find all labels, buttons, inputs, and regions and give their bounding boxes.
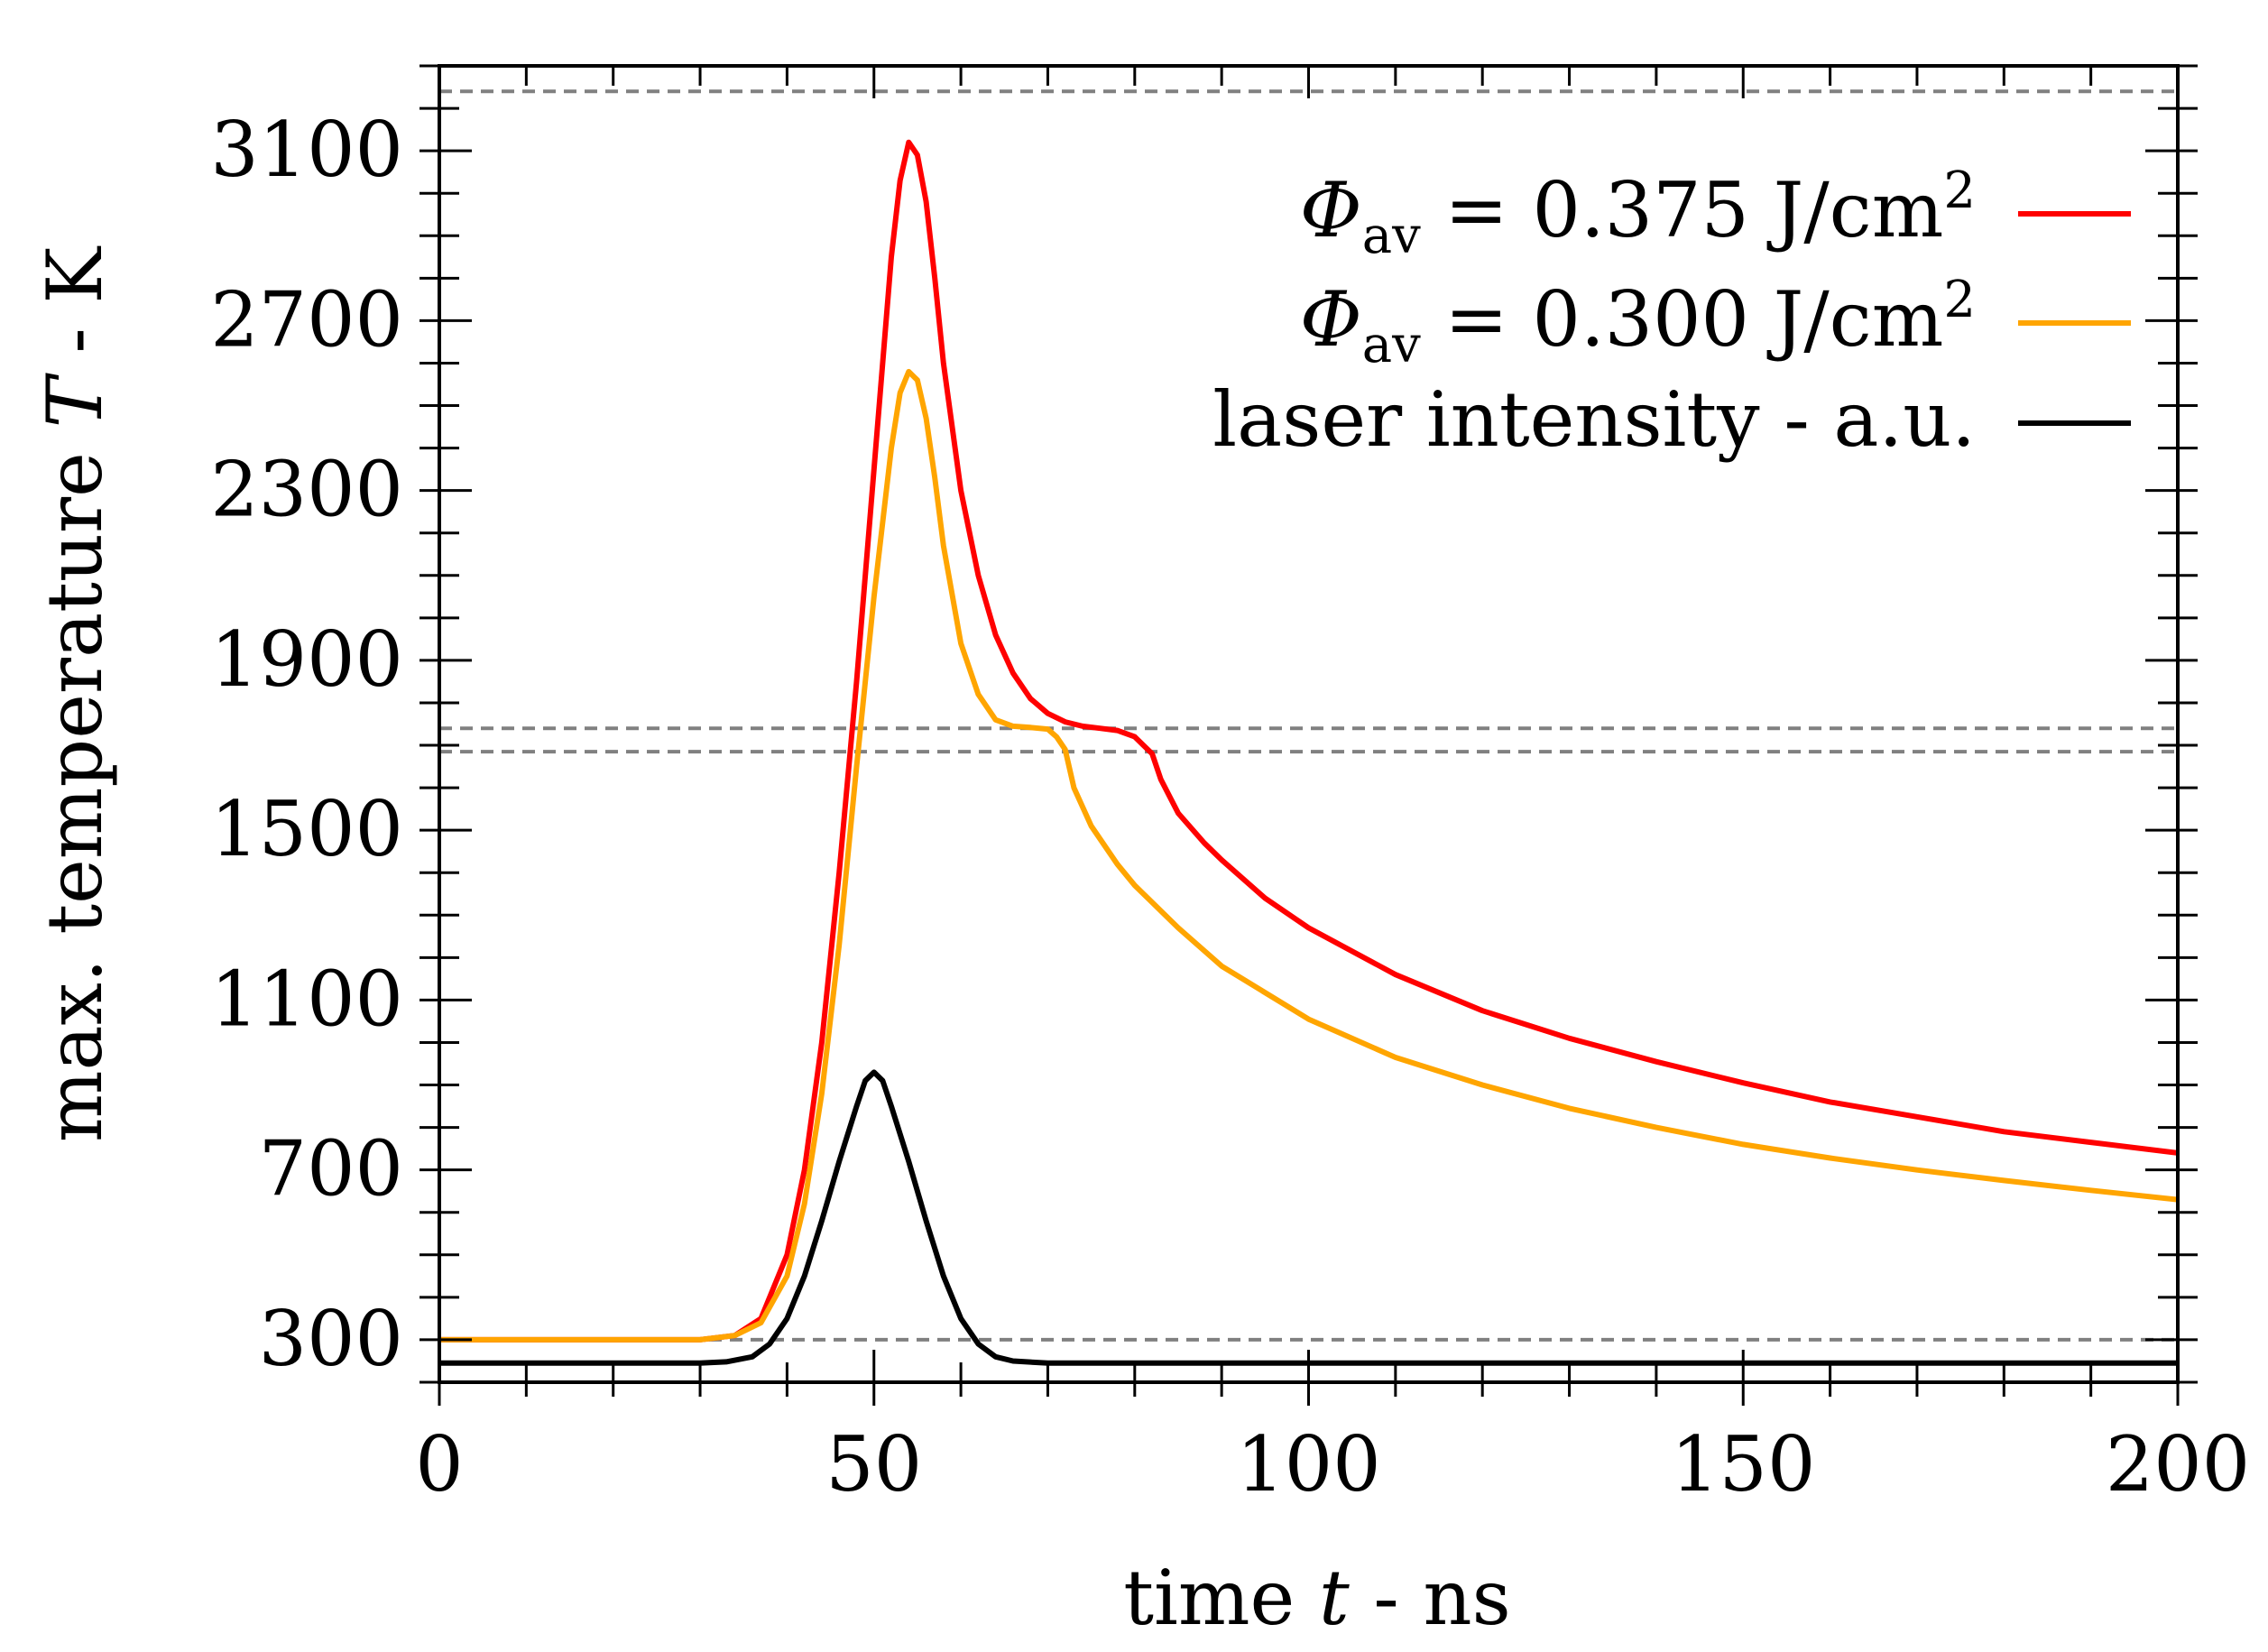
y-tick-label: 1500 xyxy=(210,785,403,873)
axes-frame-layer xyxy=(438,64,2180,1384)
plot-frame xyxy=(438,64,2180,1384)
x-tick-label: 0 xyxy=(415,1420,463,1509)
y-tick-label: 1900 xyxy=(210,615,403,704)
series-layer xyxy=(439,139,2179,1366)
y-tick-label: 3100 xyxy=(210,106,403,194)
x-axis-label: time t - ns xyxy=(1123,1554,1510,1642)
y-tick-label: 2700 xyxy=(210,275,403,364)
ticks-layer: 0 50 100 150 200 300 700 1100 1500 1900 2300 2700 31… xyxy=(210,64,2250,1509)
legend-label: laser intensity - a.u. xyxy=(1212,375,1976,464)
y-axis-label: max. temperature T - K xyxy=(31,245,119,1143)
series-phi-0300 xyxy=(439,368,2179,1343)
legend-label: Φav = 0.375 J/cm2 xyxy=(1300,162,1976,265)
y-tick-label: 1100 xyxy=(210,955,403,1043)
y-axis-label-prefix: max. temperature xyxy=(31,428,119,1142)
x-axis-label-prefix: time xyxy=(1123,1554,1319,1642)
x-tick-label: 100 xyxy=(1236,1420,1380,1509)
legend-label: Φav = 0.300 J/cm2 xyxy=(1300,271,1976,374)
x-tick-label: 200 xyxy=(2106,1420,2250,1509)
series-laser xyxy=(439,1069,2178,1366)
y-axis-label-variable: T xyxy=(31,372,119,428)
y-axis-label-suffix: - K xyxy=(31,245,119,378)
series-phi-0375 xyxy=(439,139,2179,1343)
y-tick-label: 300 xyxy=(259,1295,403,1383)
x-tick-label: 150 xyxy=(1671,1420,1815,1509)
x-axis-label-suffix: - ns xyxy=(1350,1554,1511,1642)
x-axis-label-variable: t xyxy=(1319,1554,1350,1642)
y-tick-label: 2300 xyxy=(210,446,403,534)
x-tick-label: 50 xyxy=(825,1420,922,1509)
y-tick-label: 700 xyxy=(259,1125,403,1214)
